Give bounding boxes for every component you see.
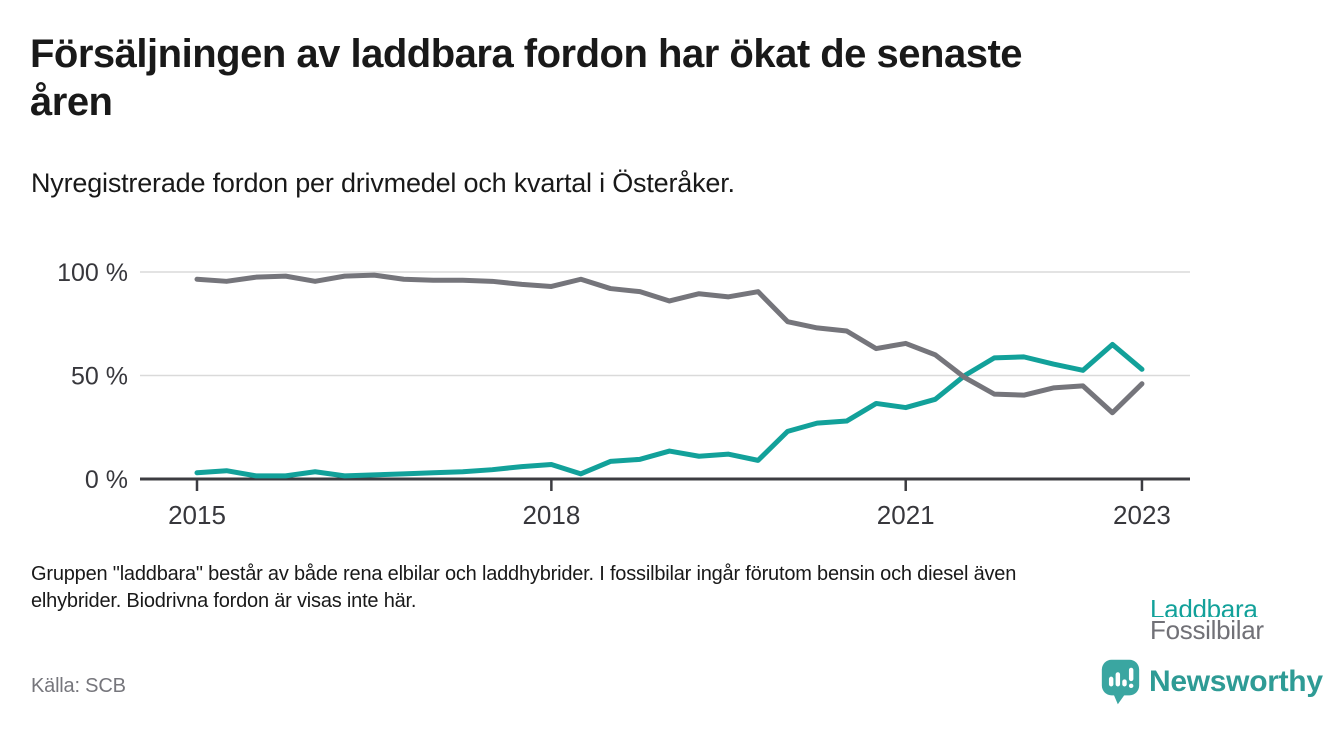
series-line-laddbara xyxy=(194,341,1145,479)
y-tick-label: 100 % xyxy=(57,259,128,287)
chart-footnote: Gruppen "laddbara" består av både rena e… xyxy=(31,561,1016,615)
chart-footnote-line-2: elhybrider. Biodrivna fordon är visas in… xyxy=(31,590,417,612)
x-tick-label: 2018 xyxy=(522,500,580,530)
page-title-line-2: åren xyxy=(30,80,113,124)
page-title: Försäljningen av laddbara fordon har öka… xyxy=(30,30,1023,126)
page-title-line-1: Försäljningen av laddbara fordon har öka… xyxy=(30,32,1023,76)
y-tick-label: 50 % xyxy=(71,363,128,391)
line-chart: 0 % 50 % 100 % 2015 2018 2021 2023 Laddbara Fo… xyxy=(0,245,1340,644)
line-chart-canvas: 0 % 50 % 100 % 2015 2018 2021 2023 xyxy=(57,259,1190,530)
x-tick-label: 2023 xyxy=(1113,500,1171,530)
newsworthy-pin-chart-icon xyxy=(1101,659,1140,705)
x-tick-label: 2015 xyxy=(168,500,226,530)
newsworthy-brand-lockup: Newsworthy xyxy=(1099,657,1323,707)
source-note: Källa: SCB xyxy=(31,675,126,697)
brand-name: Newsworthy xyxy=(1149,665,1323,698)
chart-subtitle: Nyregistrerade fordon per drivmedel och … xyxy=(31,168,735,198)
chart-footnote-line-1: Gruppen "laddbara" består av både rena e… xyxy=(31,563,1017,585)
series-label-fossilbilar: Fossilbilar xyxy=(1150,617,1268,644)
x-tick-label: 2021 xyxy=(877,500,935,530)
y-tick-label: 0 % xyxy=(85,466,128,494)
series-line-fossilbilar xyxy=(194,272,1145,416)
